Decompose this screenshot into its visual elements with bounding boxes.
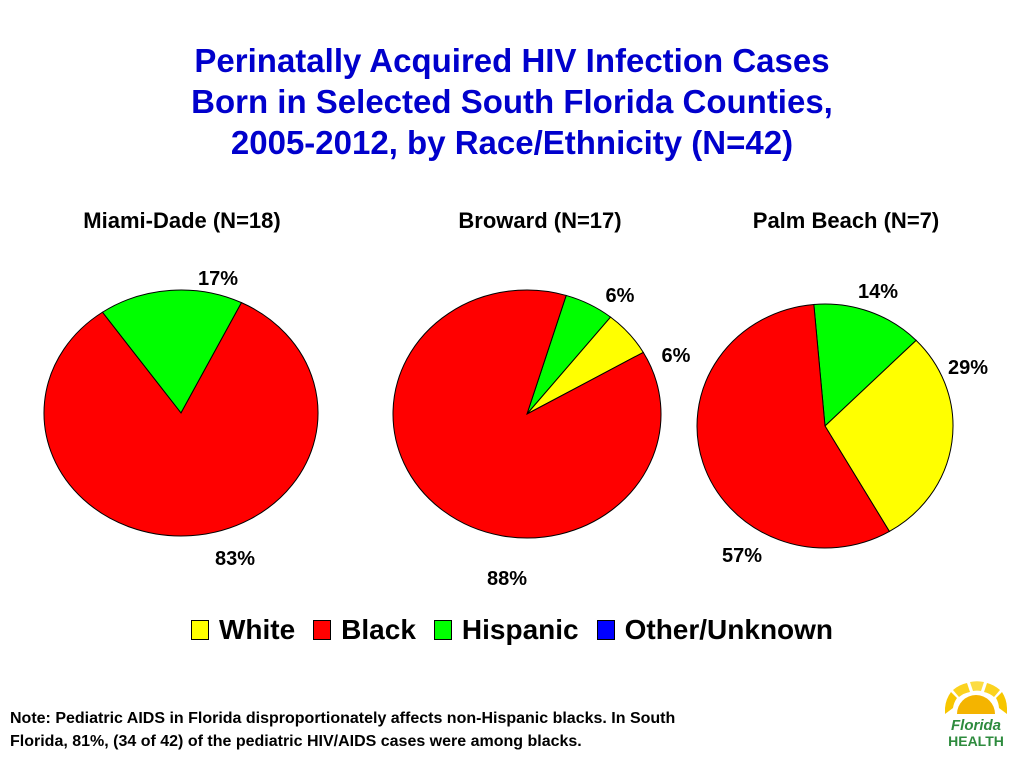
legend-swatch-white bbox=[190, 620, 209, 640]
sun-rays-icon bbox=[945, 681, 1007, 714]
slide-title: Perinatally Acquired HIV Infection Cases… bbox=[0, 40, 1024, 163]
pie-title: Palm Beach (N=7) bbox=[753, 208, 939, 233]
legend-swatch-other-unknown bbox=[596, 620, 615, 640]
legend-label-black: Black bbox=[341, 614, 416, 645]
pie-title: Broward (N=17) bbox=[458, 208, 621, 233]
pie-label-white: 29% bbox=[948, 357, 988, 379]
pie-slice-black bbox=[696, 303, 891, 549]
footnote-line-1: Note: Pediatric AIDS in Florida dispropo… bbox=[10, 710, 676, 727]
title-line-1: Perinatally Acquired HIV Infection Cases bbox=[194, 42, 830, 79]
pie-slice-black bbox=[392, 289, 662, 539]
legend: White Black Hispanic Other/Unknown bbox=[0, 612, 1024, 648]
pie-label-white: 6% bbox=[662, 345, 691, 367]
legend-swatch-black bbox=[313, 620, 332, 640]
pie-chart-miami-dade: Miami-Dade (N=18) 17% 83% bbox=[43, 208, 319, 570]
pie-label-hispanic: 17% bbox=[198, 268, 238, 290]
legend-swatch-hispanic bbox=[433, 620, 452, 640]
pie-label-hispanic: 14% bbox=[858, 281, 898, 303]
pie-slice-hispanic bbox=[813, 303, 917, 428]
pie-title: Miami-Dade (N=18) bbox=[83, 208, 280, 233]
footnote-line-2: Florida, 81%, (34 of 42) of the pediatri… bbox=[10, 733, 582, 750]
pie-chart-broward: Broward (N=17) 6% 6% 88% bbox=[392, 208, 691, 590]
pie-label-black: 83% bbox=[215, 548, 255, 570]
logo-text-florida: Florida bbox=[951, 717, 1001, 734]
legend-label-other-unknown: Other/Unknown bbox=[624, 614, 834, 645]
florida-health-logo: Florida HEALTH bbox=[945, 681, 1007, 749]
footnote: Note: Pediatric AIDS in Florida dispropo… bbox=[10, 707, 910, 753]
pie-label-hispanic: 6% bbox=[606, 285, 635, 307]
pie-label-black: 57% bbox=[722, 545, 762, 567]
pie-charts: Miami-Dade (N=18) 17% 83% Broward (N=17) 6%… bbox=[43, 208, 988, 590]
legend-item-black: Black bbox=[313, 614, 416, 646]
logo-text-health: HEALTH bbox=[948, 733, 1004, 749]
legend-item-other-unknown: Other/Unknown bbox=[596, 614, 834, 646]
pie-label-black: 88% bbox=[487, 568, 527, 590]
pie-slice-white bbox=[824, 339, 954, 533]
legend-label-white: White bbox=[218, 614, 296, 645]
legend-label-hispanic: Hispanic bbox=[461, 614, 579, 645]
pie-chart-palm-beach: Palm Beach (N=7) 14% 29% 57% bbox=[696, 208, 988, 567]
title-line-2: Born in Selected South Florida Counties, bbox=[191, 83, 833, 120]
legend-item-hispanic: Hispanic bbox=[433, 614, 579, 646]
legend-item-white: White bbox=[190, 614, 296, 646]
pie-slice-black bbox=[43, 301, 319, 537]
pie-slice-hispanic bbox=[101, 289, 243, 414]
title-line-3: 2005-2012, by Race/Ethnicity (N=42) bbox=[230, 124, 794, 161]
